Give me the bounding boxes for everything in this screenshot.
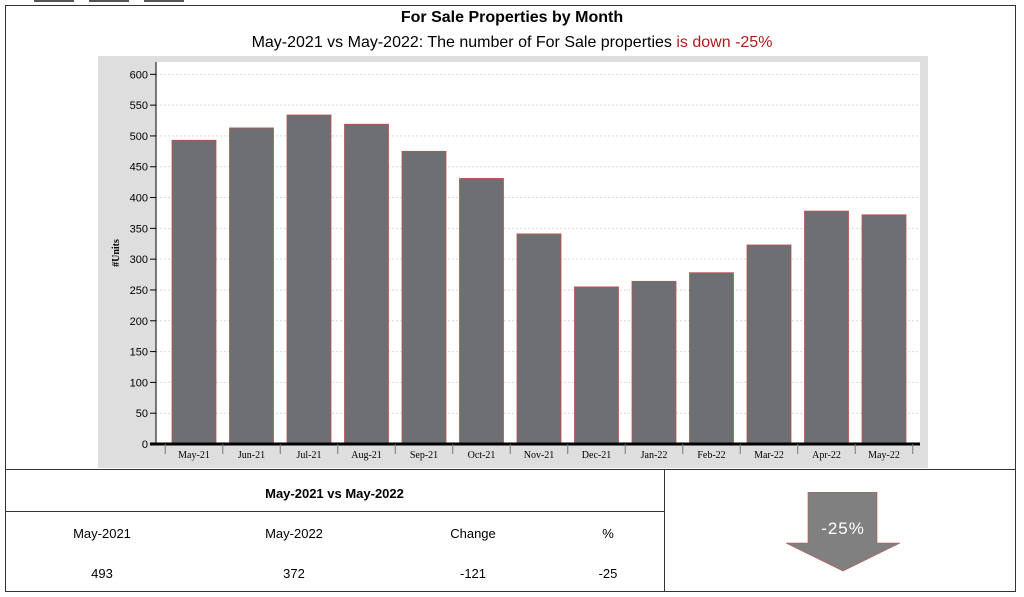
x-tick-label: Feb-22: [697, 450, 725, 461]
y-tick-label: 550: [130, 100, 148, 112]
x-tick-label: Jun-21: [238, 450, 265, 461]
bar: [804, 210, 849, 445]
y-tick-label: 100: [130, 377, 148, 389]
report-frame: [5, 5, 1016, 592]
bar: [574, 286, 619, 445]
x-tick-label: Nov-21: [524, 450, 555, 461]
chart-subtitle: May-2021 vs May-2022: The number of For …: [0, 34, 1024, 52]
y-tick-label: 500: [130, 131, 148, 143]
header-change: Change: [450, 526, 496, 541]
bar: [171, 139, 217, 445]
value-may-2021: 493: [91, 566, 113, 581]
chart-area: 0 50 100 150 200 250 300 350 400 450 500 550 600 #Uni…: [98, 56, 928, 468]
bar: [746, 244, 792, 445]
x-tick-label: Dec-21: [582, 450, 611, 461]
bar: [401, 150, 447, 445]
subtitle-highlight: is down -25%: [676, 34, 773, 51]
x-tick-label: Aug-21: [351, 450, 382, 461]
bar-chart: 0 50 100 150 200 250 300 350 400 450 500 550 600 #Uni…: [111, 62, 920, 461]
y-tick-label: 300: [130, 254, 148, 266]
x-tick-label: Oct-21: [468, 450, 496, 461]
top-decoration: [34, 0, 184, 3]
bar: [861, 214, 907, 445]
value-change: -121: [459, 566, 487, 581]
y-tick-label: 350: [130, 223, 148, 235]
x-tick-label: May-22: [868, 450, 900, 461]
bar: [344, 123, 389, 445]
comparison-title: May-2021 vs May-2022: [265, 486, 404, 501]
y-tick-label: 50: [136, 408, 148, 420]
bar: [459, 178, 504, 445]
x-tick-label: Jul-21: [297, 450, 322, 461]
trend-indicator: -25%: [785, 491, 901, 572]
y-tick-label: 250: [130, 285, 148, 297]
y-tick-label: 150: [130, 347, 148, 359]
subtitle-text: May-2021 vs May-2022: The number of For …: [251, 34, 677, 51]
column-divider: [664, 469, 665, 592]
indicator-label: -25%: [821, 519, 865, 538]
bar: [229, 127, 274, 445]
header-may-2021: May-2021: [73, 526, 131, 541]
y-tick-label: 200: [130, 316, 148, 328]
down-arrow-icon: [785, 491, 901, 572]
x-tick-label: Jan-22: [641, 450, 668, 461]
header-percent: %: [602, 526, 614, 541]
y-tick-label: 600: [130, 69, 148, 81]
chart-title: For Sale Properties by Month: [400, 9, 624, 26]
value-percent: -25: [598, 566, 618, 581]
y-tick-label: 400: [130, 193, 148, 205]
section-divider: [5, 469, 1016, 470]
y-tick-label: 450: [130, 162, 148, 174]
y-axis-label: #Units: [111, 239, 122, 267]
x-tick-label: May-21: [178, 450, 210, 461]
y-tick-label: 0: [142, 439, 148, 451]
x-tick-label: Mar-22: [754, 450, 784, 461]
bar: [689, 272, 734, 445]
bar: [516, 233, 562, 445]
value-may-2022: 372: [283, 566, 305, 581]
bar: [631, 280, 677, 445]
comparison-rule: [5, 511, 664, 512]
bar: [286, 114, 332, 445]
x-tick-label: Sep-21: [410, 450, 438, 461]
header-may-2022: May-2022: [265, 526, 323, 541]
x-tick-label: Apr-22: [812, 450, 841, 461]
